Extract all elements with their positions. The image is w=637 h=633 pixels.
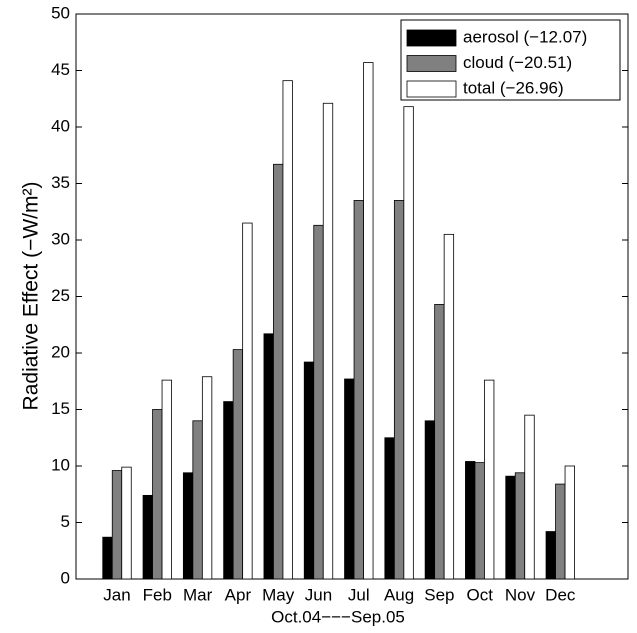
bar [545, 531, 556, 580]
legend-label: cloud (−20.51) [463, 53, 572, 72]
bar [384, 437, 395, 580]
legend-swatch [406, 80, 457, 98]
x-tick-label: Oct [466, 585, 493, 604]
bar [564, 465, 575, 580]
bar [282, 80, 293, 580]
bar [514, 472, 526, 580]
bar [434, 304, 445, 580]
x-tick-label: Mar [183, 585, 213, 604]
bar [273, 163, 284, 580]
bar [121, 466, 132, 580]
y-tick-label: 25 [51, 286, 70, 305]
bar [465, 461, 476, 580]
bar [303, 361, 315, 580]
bar [474, 462, 485, 580]
y-axis-label: Radiative Effect (−W/m²) [20, 182, 43, 411]
bar [152, 409, 163, 580]
y-tick-label: 50 [51, 3, 70, 22]
x-tick-label: Feb [143, 585, 172, 604]
y-tick-label: 40 [51, 116, 70, 135]
bar [424, 420, 436, 580]
y-tick-label: 45 [51, 60, 70, 79]
legend-label: total (−26.96) [463, 78, 564, 97]
x-tick-label: Jan [103, 585, 130, 604]
x-axis-label: Oct.04−−−Sep.05 [271, 607, 405, 626]
y-tick-label: 5 [61, 512, 70, 531]
bar [182, 472, 194, 580]
bar [111, 470, 123, 580]
x-tick-label: Apr [225, 585, 252, 604]
y-tick-label: 35 [51, 173, 70, 192]
bar [102, 536, 113, 580]
y-tick-label: 20 [51, 342, 70, 361]
legend-swatch [406, 55, 457, 72]
bar [263, 333, 274, 580]
bar [142, 494, 153, 580]
bar [161, 379, 172, 580]
bar [344, 378, 355, 580]
y-tick-label: 10 [51, 455, 70, 474]
y-tick-label: 15 [51, 399, 70, 418]
bar [192, 420, 203, 580]
bar [443, 233, 455, 580]
y-tick-label: 30 [51, 229, 70, 248]
x-tick-label: Nov [505, 585, 536, 604]
bar [313, 224, 324, 580]
x-tick-label: Aug [384, 585, 414, 604]
legend-swatch [406, 29, 457, 47]
bar [232, 349, 244, 580]
bar [524, 414, 535, 580]
bar [201, 376, 213, 580]
bar [393, 200, 405, 580]
bar [242, 222, 253, 580]
x-tick-label: Jul [348, 585, 370, 604]
x-tick-label: May [262, 585, 295, 604]
bar [353, 200, 364, 580]
y-tick-label: 0 [61, 568, 70, 587]
bar [555, 483, 566, 580]
bar [363, 62, 374, 580]
x-tick-label: Sep [424, 585, 454, 604]
x-tick-label: Dec [545, 585, 576, 604]
legend-label: aerosol (−12.07) [463, 27, 587, 46]
x-tick-label: Jun [305, 585, 332, 604]
bar [322, 102, 334, 580]
bar [484, 379, 495, 580]
bar [505, 475, 516, 580]
bar [403, 106, 414, 580]
bar [223, 401, 234, 580]
